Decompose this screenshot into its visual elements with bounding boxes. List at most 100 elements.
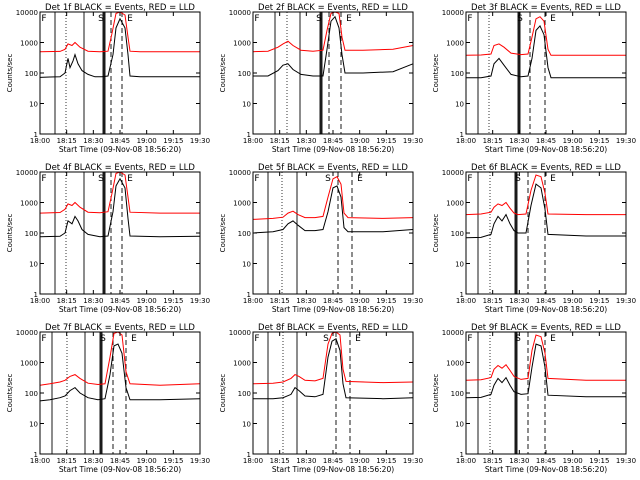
x-tick-label: 19:00 (137, 297, 157, 305)
x-tick-label: 18:15 (483, 137, 503, 145)
marker-label: F (41, 174, 46, 184)
y-tick-label: 1 (247, 291, 251, 299)
x-tick-label: 19:00 (563, 297, 583, 305)
y-tick-label: 10000 (16, 169, 38, 177)
x-tick-label: 18:00 (456, 137, 476, 145)
x-tick-label: 18:00 (243, 137, 263, 145)
y-tick-label: 100 (451, 390, 464, 398)
marker-label: E (131, 334, 137, 344)
chart-title: Det 1f BLACK = Events, RED = LLD (45, 3, 195, 13)
plot-frame (39, 331, 201, 455)
plot-frame (39, 171, 201, 295)
series-events (39, 17, 200, 78)
x-tick-label: 19:15 (376, 457, 396, 465)
chart-title: Det 6f BLACK = Events, RED = LLD (471, 163, 621, 173)
y-axis-label: Counts/sec (219, 374, 227, 413)
x-tick-label: 19:30 (403, 457, 423, 465)
x-tick-label: 19:30 (190, 457, 210, 465)
x-tick-label: 18:30 (509, 137, 529, 145)
marker-label: F (41, 334, 46, 344)
x-tick-label: 18:45 (536, 137, 556, 145)
y-tick-label: 100 (451, 70, 464, 78)
marker-label: S (323, 334, 329, 344)
x-tick-label: 18:00 (243, 457, 263, 465)
x-tick-label: 19:15 (376, 137, 396, 145)
y-tick-label: 100 (25, 230, 38, 238)
plot-frame (465, 11, 627, 135)
series-lld (465, 16, 626, 56)
plot-frame (252, 331, 414, 455)
marker-label: E (127, 14, 133, 24)
y-tick-label: 1000 (446, 40, 464, 48)
x-tick-label: 18:00 (30, 297, 50, 305)
y-axis-label: Counts/sec (219, 54, 227, 93)
x-tick-label: 19:15 (163, 137, 183, 145)
y-tick-label: 100 (25, 390, 38, 398)
x-tick-label: 18:15 (57, 457, 77, 465)
y-tick-label: 10000 (442, 329, 464, 337)
y-tick-label: 1 (247, 131, 251, 139)
y-tick-label: 10 (29, 261, 38, 269)
y-tick-label: 1000 (446, 360, 464, 368)
y-tick-label: 10 (29, 101, 38, 109)
y-tick-label: 1000 (20, 40, 38, 48)
x-tick-label: 18:30 (296, 297, 316, 305)
x-tick-label: 19:15 (376, 297, 396, 305)
marker-label: E (550, 174, 556, 184)
marker-label: F (254, 14, 259, 24)
x-tick-label: 19:00 (350, 457, 370, 465)
x-tick-label: 19:15 (589, 457, 609, 465)
x-tick-label: 18:00 (456, 457, 476, 465)
marker-label: S (515, 174, 521, 184)
x-tick-label: 19:00 (563, 137, 583, 145)
y-tick-label: 1000 (446, 200, 464, 208)
y-tick-label: 1 (460, 131, 464, 139)
marker-label: E (346, 14, 352, 24)
x-tick-label: 19:15 (163, 457, 183, 465)
y-tick-label: 10 (242, 261, 251, 269)
chart-title: Det 8f BLACK = Events, RED = LLD (258, 323, 408, 333)
chart-title: Det 5f BLACK = Events, RED = LLD (258, 163, 408, 173)
x-axis-label: Start Time (09-Nov-08 18:56:20) (272, 465, 394, 474)
marker-label: F (254, 334, 259, 344)
x-tick-label: 19:15 (589, 137, 609, 145)
y-tick-label: 1000 (233, 40, 251, 48)
y-tick-label: 10 (242, 101, 251, 109)
y-tick-label: 10000 (229, 169, 251, 177)
x-tick-label: 19:30 (403, 137, 423, 145)
x-tick-label: 19:30 (190, 137, 210, 145)
y-tick-label: 1 (460, 291, 464, 299)
marker-label: S (325, 174, 331, 184)
marker-label: F (41, 14, 46, 24)
x-tick-label: 18:45 (323, 457, 343, 465)
x-axis-label: Start Time (09-Nov-08 18:56:20) (59, 145, 181, 154)
x-axis-label: Start Time (09-Nov-08 18:56:20) (485, 305, 607, 314)
x-tick-label: 18:30 (509, 297, 529, 305)
x-tick-label: 18:45 (536, 457, 556, 465)
x-tick-label: 18:45 (323, 137, 343, 145)
x-tick-label: 18:45 (323, 297, 343, 305)
y-tick-label: 10000 (16, 329, 38, 337)
x-tick-label: 18:00 (30, 457, 50, 465)
marker-label: F (467, 174, 472, 184)
series-events (466, 24, 626, 79)
x-axis-label: Start Time (09-Nov-08 18:56:20) (272, 145, 394, 154)
series-lld (252, 331, 414, 385)
x-tick-label: 19:00 (350, 297, 370, 305)
y-tick-label: 100 (451, 230, 464, 238)
marker-label: S (517, 14, 523, 24)
x-axis-label: Start Time (09-Nov-08 18:56:20) (272, 305, 394, 314)
y-tick-label: 10000 (16, 9, 38, 17)
marker-label: S (100, 334, 106, 344)
marker-label: E (127, 174, 133, 184)
y-tick-label: 1000 (233, 360, 251, 368)
x-tick-label: 18:15 (270, 297, 290, 305)
x-tick-label: 19:00 (563, 457, 583, 465)
x-tick-label: 18:15 (483, 457, 503, 465)
